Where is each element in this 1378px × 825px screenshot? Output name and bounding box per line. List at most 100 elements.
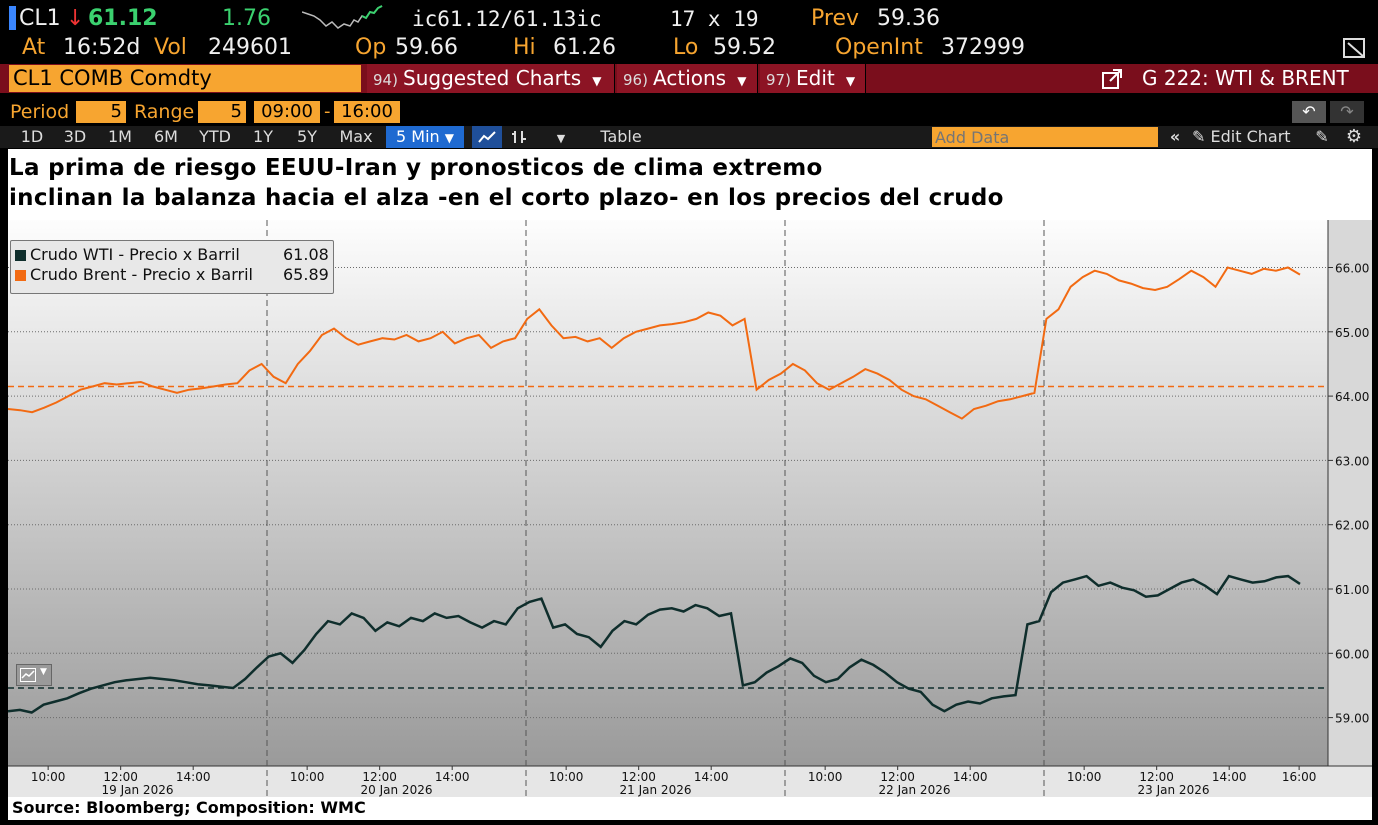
bid-ask-size: 17 x 19 [670, 7, 759, 31]
legend-swatch-wti [15, 250, 26, 261]
chevron-down-icon: ▼ [556, 132, 566, 145]
collapse-icon[interactable]: « [1169, 127, 1181, 146]
prev-value: 59.36 [877, 6, 940, 31]
y-tick-label: 66.00 [1335, 262, 1369, 276]
lo-label: Lo [673, 35, 699, 60]
chevron-down-icon: ▼ [845, 74, 856, 88]
actions-number: 96) [623, 71, 648, 89]
table-button[interactable]: Table [600, 127, 642, 146]
suggested-charts-number: 94) [373, 71, 398, 89]
chart-panel: La prima de riesgo EEUU-Iran y pronostic… [8, 149, 1372, 820]
x-tick-label: 10:00 [549, 770, 584, 784]
legend-brent: Crudo Brent - Precio x Barril [15, 265, 253, 285]
interval-select[interactable]: 5 Min ▼ [386, 126, 464, 148]
suggested-charts-label: Suggested Charts [403, 66, 582, 90]
x-tick-label: 10:00 [808, 770, 843, 784]
x-day-label: 21 Jan 2026 [620, 783, 692, 797]
legend-wti: Crudo WTI - Precio x Barril [15, 245, 240, 265]
wti-series-line [8, 574, 1301, 714]
chart-source: Source: Bloomberg; Composition: WMC [12, 798, 366, 817]
range-max[interactable]: Max [339, 127, 373, 146]
chart-edit-icon[interactable]: ✎ [1315, 127, 1329, 146]
y-tick-label: 63.00 [1335, 454, 1369, 468]
vol-label: Vol [154, 35, 187, 60]
bid-ask: ic61.12/61.13ic [412, 7, 602, 31]
range-5y[interactable]: 5Y [297, 127, 317, 146]
period-field[interactable]: 5 [76, 101, 126, 123]
chevron-down-icon: ▼ [737, 74, 747, 88]
pencil-icon: ✎ [1192, 127, 1206, 146]
y-tick-label: 59.00 [1335, 712, 1369, 726]
edit-label: Edit [796, 66, 835, 90]
openint-value: 372999 [941, 35, 1025, 60]
chart-title-line-1: La prima de riesgo EEUU-Iran y pronostic… [9, 155, 823, 181]
legend-brent-name: Crudo Brent - Precio x Barril [30, 265, 253, 284]
actions-menu[interactable]: 96) Actions ▼ [617, 64, 758, 93]
edit-menu[interactable]: 97) Edit ▼ [760, 64, 866, 93]
time-separator: - [324, 101, 331, 122]
undo-button[interactable]: ↶ [1292, 101, 1326, 123]
edit-chart-label: Edit Chart [1210, 127, 1291, 146]
op-value: 59.66 [395, 35, 458, 60]
security-field[interactable]: CL1 COMB Comdty [9, 65, 361, 92]
chart-options-button[interactable]: ▼ [16, 664, 52, 686]
suggested-charts-menu[interactable]: 94) Suggested Charts ▼ [367, 64, 615, 93]
chart-title-line-2: inclinan la balanza hacia el alza -en el… [9, 185, 1004, 211]
bar-chart-button[interactable] [506, 126, 532, 148]
y-tick-label: 60.00 [1335, 647, 1369, 661]
chevron-down-icon: ▼ [592, 74, 602, 88]
range-1y[interactable]: 1Y [253, 127, 273, 146]
chart-legend[interactable]: Crudo WTI - Precio x Barril 61.08 Crudo … [10, 240, 334, 294]
x-tick-label: 10:00 [290, 770, 325, 784]
redo-button[interactable]: ↷ [1330, 101, 1364, 123]
y-tick-label: 65.00 [1335, 326, 1369, 340]
legend-brent-value: 65.89 [283, 265, 329, 284]
ohlc-icon [512, 131, 526, 143]
range-field[interactable]: 5 [198, 101, 246, 123]
openint-label: OpenInt [835, 35, 923, 60]
range-ytd[interactable]: YTD [199, 127, 231, 146]
x-day-label: 22 Jan 2026 [879, 783, 951, 797]
x-tick-label: 14:00 [176, 770, 211, 784]
x-day-label: 20 Jan 2026 [361, 783, 433, 797]
mini-chart-icon [20, 668, 36, 682]
edit-number: 97) [766, 71, 791, 89]
end-time-field[interactable]: 16:00 [334, 101, 400, 123]
sparkline-icon [302, 5, 383, 29]
chart-type-dropdown[interactable]: ▼ [548, 126, 574, 148]
hi-label: Hi [513, 35, 536, 60]
x-tick-label: 12:00 [103, 770, 138, 784]
legend-wti-name: Crudo WTI - Precio x Barril [30, 245, 240, 264]
plot-background [8, 220, 1328, 766]
gear-icon[interactable]: ⚙ [1345, 126, 1363, 147]
x-axis-background [8, 766, 1372, 797]
legend-wti-value: 61.08 [283, 245, 329, 264]
edit-chart-button[interactable]: ✎ Edit Chart [1192, 126, 1302, 148]
brent-series-line [8, 266, 1301, 420]
y-axis-background [1328, 220, 1372, 766]
range-label: Range [134, 101, 195, 123]
external-link-icon[interactable] [1100, 67, 1124, 91]
interval-label: 5 Min [396, 127, 440, 146]
range-3d[interactable]: 3D [63, 127, 87, 146]
period-label: Period [10, 101, 70, 123]
vol-value: 249601 [208, 35, 292, 60]
x-tick-label: 12:00 [621, 770, 656, 784]
hi-value: 61.26 [553, 35, 616, 60]
x-tick-label: 12:00 [362, 770, 397, 784]
last-time: 16:52d [63, 35, 141, 60]
range-1m[interactable]: 1M [108, 127, 132, 146]
x-tick-label: 12:00 [880, 770, 915, 784]
y-tick-label: 62.00 [1335, 519, 1369, 533]
line-chart-icon [478, 131, 496, 143]
range-1d[interactable]: 1D [20, 127, 44, 146]
range-6m[interactable]: 6M [154, 127, 178, 146]
line-chart-button[interactable] [472, 126, 502, 148]
start-time-field[interactable]: 09:00 [254, 101, 320, 123]
x-tick-label: 14:00 [694, 770, 729, 784]
net-change: 1.76 [222, 6, 271, 31]
popout-icon[interactable] [1342, 37, 1368, 61]
add-data-input[interactable] [932, 127, 1158, 147]
x-tick-label: 16:00 [1282, 770, 1317, 784]
prev-label: Prev [811, 6, 859, 31]
